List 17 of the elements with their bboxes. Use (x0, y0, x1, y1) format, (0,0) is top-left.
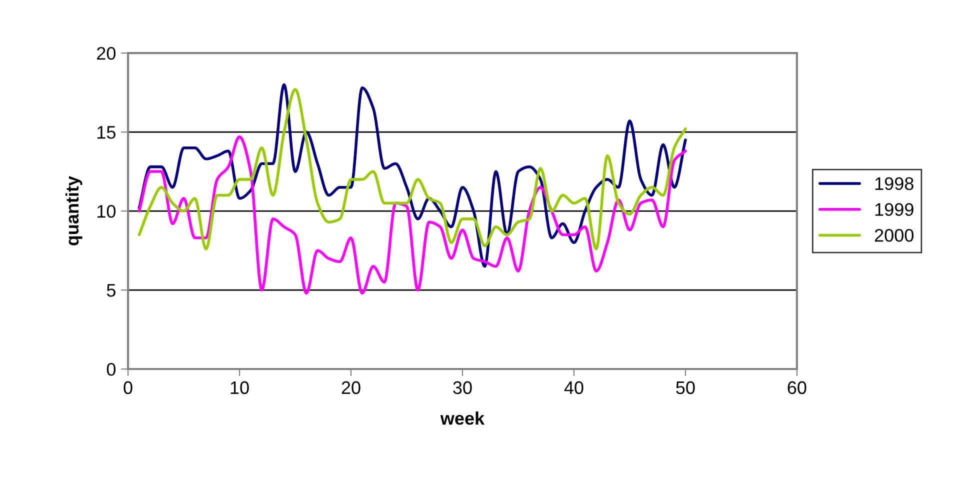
x-tick-label: 20 (342, 381, 360, 394)
y-tick-label: 0 (106, 362, 116, 376)
x-tick-label: 40 (564, 381, 584, 394)
y-axis-title: quantity (65, 176, 82, 246)
y-tick-label: 20 (97, 46, 116, 60)
legend-label: 2000 (874, 228, 914, 242)
x-tick-label: 0 (124, 381, 132, 394)
y-tick-label: 10 (98, 204, 116, 218)
y-tick-label: 5 (106, 284, 116, 297)
legend-label: 1999 (875, 203, 914, 216)
legend-label: 1998 (875, 177, 914, 190)
x-tick-label: 10 (230, 381, 249, 394)
y-tick-label: 15 (98, 126, 116, 139)
x-axis-title: week (440, 412, 485, 425)
x-tick-label: 30 (453, 381, 472, 394)
x-tick-label: 50 (676, 381, 695, 394)
x-tick-label: 60 (788, 381, 806, 394)
